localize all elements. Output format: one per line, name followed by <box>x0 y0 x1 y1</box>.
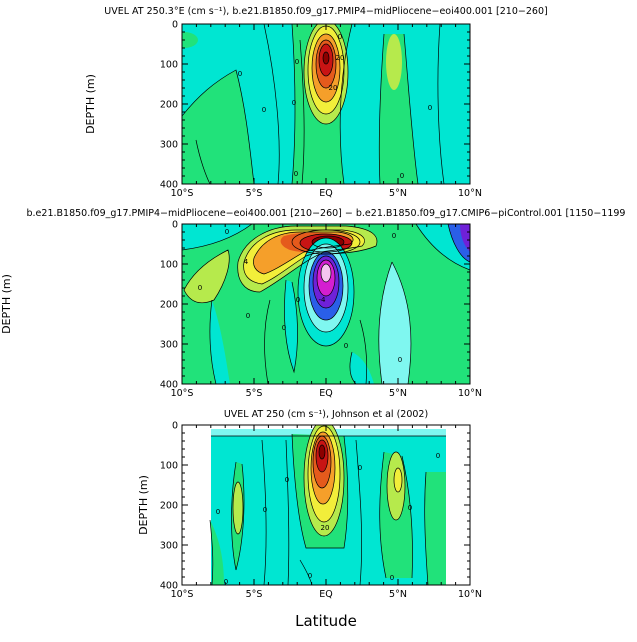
contour-label: -4 <box>319 296 327 304</box>
panel-3-region <box>394 468 402 492</box>
contour-label: 0 <box>390 574 394 582</box>
y-tick-label: 0 <box>172 220 178 231</box>
panel-3-title: UVEL AT 250 (cm s⁻¹), Johnson et al (200… <box>224 409 428 420</box>
y-tick-label: 100 <box>160 260 178 271</box>
panel-2-contours <box>182 224 470 384</box>
panel-3-region <box>210 520 224 585</box>
panel-2-field <box>182 224 470 384</box>
panel-2-region <box>321 264 331 282</box>
contour-label: 0 <box>436 452 440 460</box>
x-tick-label: EQ <box>319 388 332 399</box>
panel-3-region <box>424 472 446 585</box>
panel-1-title: UVEL AT 250.3°E (cm s⁻¹), b.e21.B1850.f0… <box>104 6 547 17</box>
y-tick-label: 400 <box>160 380 178 391</box>
contour-label: 0 <box>358 464 362 472</box>
contour-label: 20 <box>336 54 345 62</box>
panel-1-region <box>323 52 329 64</box>
x-tick-label: 10°S <box>171 388 194 399</box>
panel-2-region <box>349 352 374 384</box>
contour-label: 20 <box>329 84 338 92</box>
x-tick-label: EQ <box>319 188 332 199</box>
panel-2-region <box>209 300 230 384</box>
panel-1-region <box>386 34 402 90</box>
panel-3-ylabel: DEPTH (m) <box>137 475 150 535</box>
panel-2-title: b.e21.B1850.f09_g17.PMIP4−midPliocene−eo… <box>27 208 626 219</box>
contour-label: 0 <box>398 356 402 364</box>
x-tick-label: 5°S <box>246 589 263 600</box>
panel-1-field <box>182 24 470 184</box>
x-tick-label: 5°N <box>389 188 407 199</box>
panel-3-region <box>319 445 325 459</box>
x-tick-label: 10°S <box>171 188 194 199</box>
x-tick-label: 5°N <box>389 388 407 399</box>
panel-3-xlabel: Latitude <box>295 612 357 630</box>
panel-2-contour-labels: 0 0 0 0 0 0 4 -4 0 0 <box>198 228 402 364</box>
y-tick-label: 300 <box>160 340 178 351</box>
y-tick-label: 0 <box>172 421 178 432</box>
panel-2-region <box>184 250 230 303</box>
contour-label: 0 <box>282 324 286 332</box>
y-tick-label: 300 <box>160 541 178 552</box>
contour-label: 0 <box>263 506 267 514</box>
y-tick-label: 400 <box>160 581 178 592</box>
contour-label: 0 <box>292 99 296 107</box>
panel-2: b.e21.B1850.f09_g17.PMIP4−midPliocene−eo… <box>0 208 625 399</box>
contour-label: 0 <box>238 70 242 78</box>
contour-label: 0 <box>224 578 228 586</box>
contour-label: 0 <box>296 296 300 304</box>
panel-3-field <box>182 425 470 585</box>
y-tick-label: 200 <box>160 300 178 311</box>
x-tick-label: 5°N <box>389 589 407 600</box>
x-tick-label: EQ <box>319 589 332 600</box>
panel-1-contour-labels: 0 0 0 0 0 0 0 20 20 0 <box>238 33 432 180</box>
contour-label: 0 <box>285 476 289 484</box>
panel-3-contours <box>209 425 446 585</box>
x-tick-label: 10°N <box>458 589 482 600</box>
panel-1-region <box>182 32 198 48</box>
x-tick-label: 5°S <box>246 188 263 199</box>
contour-label: 0 <box>246 312 250 320</box>
y-tick-label: 100 <box>160 461 178 472</box>
contour-label: 0 <box>216 508 220 516</box>
x-tick-label: 10°S <box>171 589 194 600</box>
y-tick-label: 200 <box>160 501 178 512</box>
panel-2-region <box>378 262 411 384</box>
y-tick-label: 300 <box>160 140 178 151</box>
contour-label: 0 <box>198 284 202 292</box>
panel-3-region <box>233 482 243 534</box>
contour-label: 0 <box>392 232 396 240</box>
panel-1: UVEL AT 250.3°E (cm s⁻¹), b.e21.B1850.f0… <box>84 6 548 199</box>
x-tick-label: 10°N <box>458 388 482 399</box>
x-tick-label: 5°S <box>246 388 263 399</box>
panel-1-ylabel: DEPTH (m) <box>84 74 97 134</box>
contour-label: 0 <box>295 58 299 66</box>
contour-label: 0 <box>344 342 348 350</box>
panel-3-contour-labels: 0 0 0 0 0 0 0 20 0 0 <box>216 452 440 586</box>
y-tick-label: 200 <box>160 100 178 111</box>
y-tick-label: 0 <box>172 20 178 31</box>
contour-label: 0 <box>428 104 432 112</box>
contour-label: 0 <box>225 228 229 236</box>
x-tick-label: 10°N <box>458 188 482 199</box>
contour-label: 0 <box>400 172 404 180</box>
y-tick-label: 400 <box>160 180 178 191</box>
contour-label: 0 <box>338 33 342 41</box>
contour-label: 0 <box>294 170 298 178</box>
contour-label: 0 <box>262 106 266 114</box>
panel-1-contours <box>182 24 445 184</box>
panel-2-region <box>460 224 470 252</box>
contour-label: 0 <box>308 572 312 580</box>
y-tick-label: 100 <box>160 60 178 71</box>
panel-2-region <box>284 280 298 372</box>
panel-3: UVEL AT 250 (cm s⁻¹), Johnson et al (200… <box>137 409 482 630</box>
panel-2-ylabel: DEPTH (m) <box>0 274 13 334</box>
panel-1-region <box>182 70 254 184</box>
panel-2-region <box>182 224 252 250</box>
contour-label: 4 <box>244 258 249 266</box>
contour-label: 20 <box>321 524 330 532</box>
contour-label: 0 <box>408 504 412 512</box>
